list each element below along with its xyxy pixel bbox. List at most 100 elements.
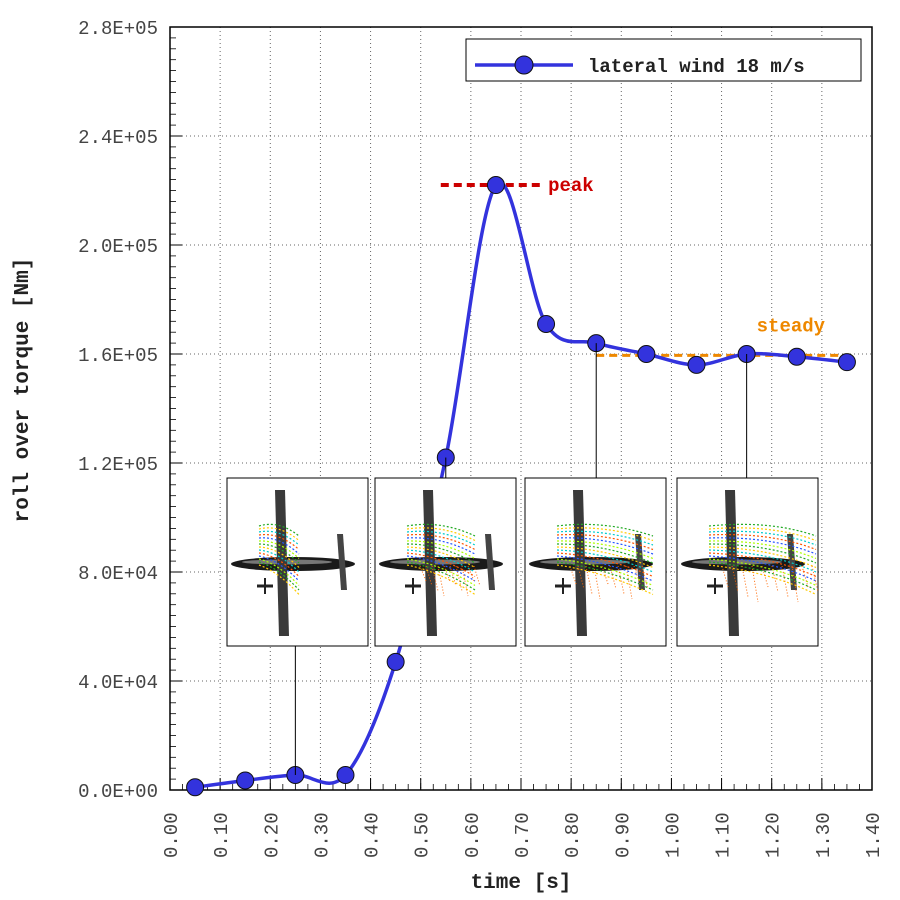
y-tick-label: 2.0E+05 (78, 236, 158, 258)
y-tick-label: 2.8E+05 (78, 18, 158, 40)
flow-streak (473, 565, 481, 587)
flow-streak (556, 561, 654, 591)
flow-streak (641, 565, 649, 590)
x-tick-label: 1.30 (813, 812, 835, 858)
flow-streak (708, 523, 817, 537)
data-point (787, 347, 806, 366)
flow-streak (406, 555, 476, 582)
x-tick-label: 0.00 (161, 812, 183, 858)
flow-streak (708, 537, 817, 555)
flow-streak (406, 540, 476, 560)
x-tick-labels: 0.00 0.10 0.20 0.30 0.40 0.50 0.60 0.70 0.80 0.90… (161, 812, 885, 858)
flow-streak (425, 565, 433, 587)
flow-streak (406, 549, 476, 573)
flow-streak (258, 561, 300, 591)
x-tick-label: 0.30 (311, 812, 333, 858)
x-tick-label: 0.80 (562, 812, 584, 858)
flow-streak (556, 540, 654, 560)
flow-streak (258, 549, 300, 573)
peak-label: peak (548, 175, 594, 197)
flow-streak (461, 565, 469, 597)
x-tick-label: 1.00 (662, 812, 684, 858)
inset-images (226, 343, 819, 776)
flow-streak (708, 552, 817, 578)
flow-streak (556, 564, 654, 596)
flow-streak (258, 527, 300, 541)
tail-icon (485, 534, 495, 590)
legend-marker (514, 55, 534, 75)
flow-streak (556, 549, 654, 573)
x-tick-label: 1.20 (763, 812, 785, 858)
flow-streak (741, 565, 749, 598)
tail-icon (337, 534, 347, 590)
flow-streak (633, 565, 641, 585)
flow-streak (406, 552, 476, 578)
flow-streak (556, 543, 654, 564)
flow-streak (258, 530, 300, 546)
flow-streak (556, 546, 654, 569)
flow-streak (556, 558, 654, 587)
y-tick-labels: 0.0E+00 4.0E+04 8.0E+04 1.2E+05 1.6E+05 2.0E+… (78, 18, 158, 803)
x-tick-label: 0.60 (462, 812, 484, 858)
airplane-flow-icon (524, 477, 667, 647)
airplane-flow-icon (676, 477, 819, 647)
data-point (186, 778, 205, 797)
steady-label: steady (757, 315, 826, 337)
flow-streak (708, 530, 817, 546)
flow-streak (751, 565, 759, 603)
airplane-flow-icon (374, 477, 517, 647)
x-tick-label: 0.20 (261, 812, 283, 858)
x-tick-label: 0.10 (211, 812, 233, 858)
flow-streak (708, 533, 817, 551)
y-tick-label: 8.0E+04 (78, 563, 158, 585)
flow-streak (437, 565, 445, 597)
plot-area (170, 27, 872, 790)
x-tick-label: 0.90 (612, 812, 634, 858)
flow-streak (781, 565, 789, 598)
flow-streak (708, 549, 817, 573)
flow-streak (556, 537, 654, 555)
x-tick-label: 0.50 (412, 812, 434, 858)
minor-ticks (169, 26, 873, 791)
y-tick-label: 1.2E+05 (78, 454, 158, 476)
legend-label: lateral wind 18 m/s (588, 56, 805, 78)
x-tick-label: 0.70 (512, 812, 534, 858)
flow-streak (708, 555, 817, 582)
wing-icon (573, 490, 587, 636)
wing-icon (423, 490, 437, 636)
flow-streak (258, 533, 300, 550)
y-tick-label: 1.6E+05 (78, 345, 158, 367)
flow-streak (791, 565, 799, 603)
y-tick-label: 0.0E+00 (78, 781, 158, 803)
data-point (637, 345, 656, 363)
y-tick-label: 4.0E+04 (78, 672, 158, 694)
flow-streak (708, 546, 817, 569)
flow-streak (761, 565, 769, 588)
legend: lateral wind 18 m/s (465, 38, 862, 82)
flow-streak (406, 546, 476, 569)
flow-streak (601, 565, 609, 585)
flow-streak (258, 546, 300, 568)
flow-streak (258, 523, 300, 537)
flow-streak (569, 565, 577, 585)
flow-streak (609, 565, 617, 590)
data-point (837, 353, 856, 372)
flow-streak (431, 565, 439, 592)
airplane-flow-icon (226, 477, 369, 647)
wing-icon (725, 490, 739, 636)
flow-streak (625, 565, 633, 600)
data-point (386, 652, 405, 671)
data-point (336, 766, 355, 785)
x-tick-label: 1.10 (713, 812, 735, 858)
y-tick-label: 2.4E+05 (78, 127, 158, 149)
flow-streak (258, 543, 300, 564)
flow-streak (556, 530, 654, 546)
flow-streak (708, 561, 817, 591)
flow-streak (708, 558, 817, 587)
flow-streak (577, 565, 585, 590)
flow-streak (258, 537, 300, 555)
flow-streak (556, 527, 654, 542)
flow-streak (455, 565, 463, 592)
x-tick-label: 1.40 (863, 812, 885, 858)
